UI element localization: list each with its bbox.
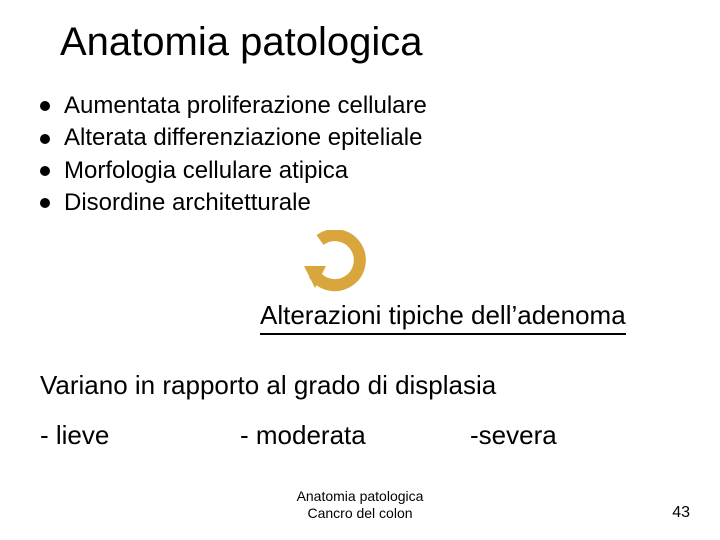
list-item: Aumentata proliferazione cellulare (40, 90, 427, 122)
bullet-dot-icon (40, 134, 50, 144)
slide-title: Anatomia patologica (60, 20, 422, 65)
bullet-text: Morfologia cellulare atipica (64, 155, 348, 187)
footer: Anatomia patologica Cancro del colon (0, 488, 720, 522)
page-number: 43 (672, 504, 690, 522)
arrow-arc-outline (314, 235, 360, 285)
curved-arrow-icon (300, 230, 370, 300)
list-item: Morfologia cellulare atipica (40, 155, 427, 187)
bullet-text: Disordine architetturale (64, 187, 311, 219)
bullet-dot-icon (40, 166, 50, 176)
footer-line-2: Cancro del colon (0, 505, 720, 522)
body-text: Variano in rapporto al grado di displasi… (40, 370, 496, 401)
footer-line-1: Anatomia patologica (0, 488, 720, 505)
grade-severe: -severa (470, 420, 680, 451)
grade-mild: - lieve (40, 420, 240, 451)
slide: Anatomia patologica Aumentata proliferaz… (0, 0, 720, 540)
grades-row: - lieve - moderata -severa (40, 420, 680, 451)
subheading: Alterazioni tipiche dell’adenoma (260, 300, 626, 335)
bullet-text: Alterata differenziazione epiteliale (64, 122, 422, 154)
bullet-dot-icon (40, 101, 50, 111)
bullet-list: Aumentata proliferazione cellulare Alter… (40, 90, 427, 220)
list-item: Alterata differenziazione epiteliale (40, 122, 427, 154)
bullet-dot-icon (40, 198, 50, 208)
bullet-text: Aumentata proliferazione cellulare (64, 90, 427, 122)
grade-moderate: - moderata (240, 420, 470, 451)
list-item: Disordine architetturale (40, 187, 427, 219)
